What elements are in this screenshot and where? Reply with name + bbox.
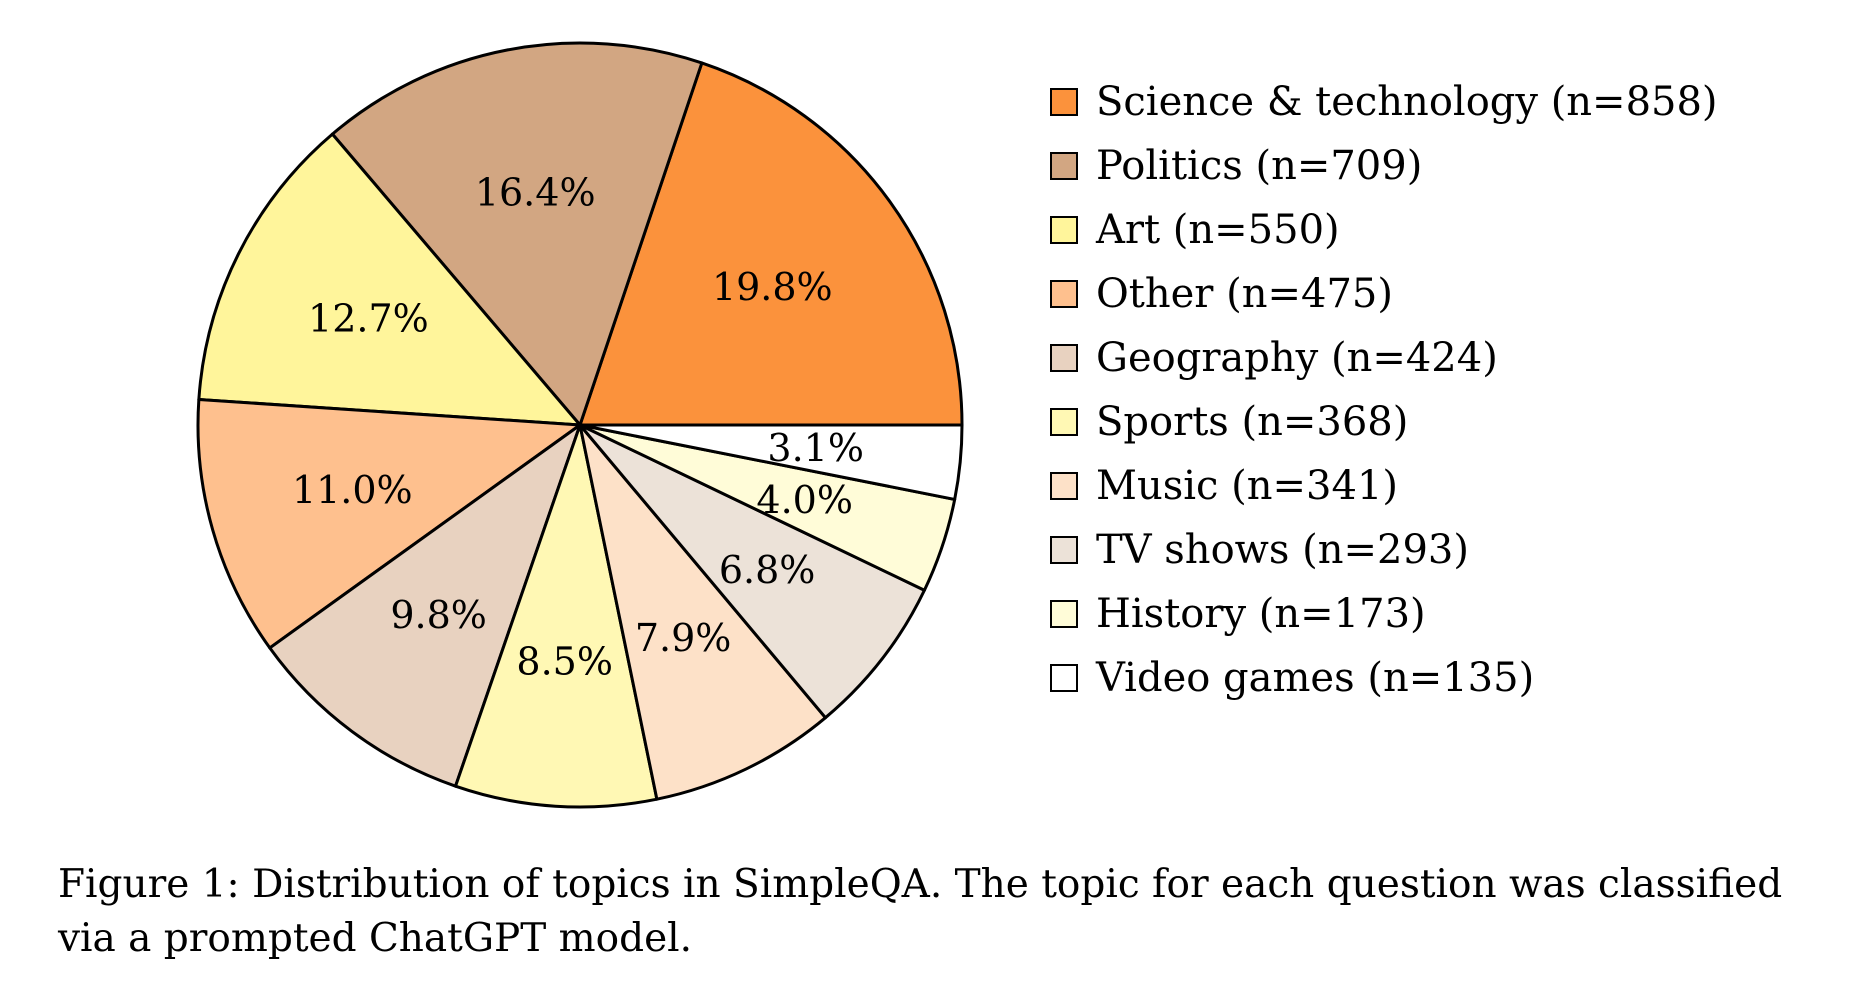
slice-percent-label: 11.0% [292, 468, 413, 512]
legend-label: Art (n=550) [1096, 207, 1340, 253]
pie-slice [578, 423, 926, 720]
legend-label: Other (n=475) [1096, 271, 1393, 317]
legend-swatch [1050, 88, 1078, 116]
legend-item: Politics (n=709) [1050, 134, 1718, 198]
pie-slice [578, 61, 964, 427]
legend-swatch [1050, 280, 1078, 308]
pie-slice [196, 398, 582, 650]
slice-percent-label: 9.8% [390, 593, 487, 637]
legend-item: Science & technology (n=858) [1050, 70, 1718, 134]
pie-slice [197, 132, 582, 427]
legend-label: Geography (n=424) [1096, 335, 1498, 381]
legend-label: Music (n=341) [1096, 463, 1398, 509]
slice-percent-label: 4.0% [756, 478, 853, 522]
slice-percent-label: 8.5% [516, 639, 613, 683]
figure-caption: Figure 1: Distribution of topics in Simp… [58, 862, 1783, 961]
slice-percent-label: 6.8% [719, 548, 816, 592]
legend-swatch [1050, 216, 1078, 244]
legend-item: Music (n=341) [1050, 454, 1718, 518]
legend-label: Politics (n=709) [1096, 143, 1423, 189]
legend-label: Sports (n=368) [1096, 399, 1409, 445]
legend-item: Other (n=475) [1050, 262, 1718, 326]
legend-item: Video games (n=135) [1050, 646, 1718, 710]
legend-swatch [1050, 344, 1078, 372]
legend-item: Art (n=550) [1050, 198, 1718, 262]
pie-slice [330, 41, 704, 427]
pie-slice [578, 423, 827, 801]
legend-label: History (n=173) [1096, 591, 1426, 637]
legend-swatch [1050, 536, 1078, 564]
legend-item: Geography (n=424) [1050, 326, 1718, 390]
pie-slice-labels: 19.8% 16.4% 12.7% 11.0% 9.8% 8.5% 7.9% 6.8% 4.0%… [292, 170, 864, 683]
legend-item: TV shows (n=293) [1050, 518, 1718, 582]
legend-swatch [1050, 472, 1078, 500]
slice-percent-label: 12.7% [308, 297, 429, 341]
legend-item: Sports (n=368) [1050, 390, 1718, 454]
legend-item: History (n=173) [1050, 582, 1718, 646]
legend-label: Science & technology (n=858) [1096, 79, 1718, 125]
legend-swatch [1050, 152, 1078, 180]
legend-swatch [1050, 600, 1078, 628]
legend-label: TV shows (n=293) [1096, 527, 1469, 573]
legend: Science & technology (n=858) Politics (n… [1050, 70, 1718, 710]
slice-percent-label: 3.1% [767, 426, 864, 470]
slice-percent-label: 16.4% [475, 170, 596, 214]
legend-swatch [1050, 408, 1078, 436]
pie-slice [268, 423, 582, 788]
pie-slice [454, 423, 659, 809]
legend-label: Video games (n=135) [1096, 655, 1535, 701]
pie-chart: 19.8% 16.4% 12.7% 11.0% 9.8% 8.5% 7.9% 6.8% 4.0%… [196, 41, 964, 809]
slice-percent-label: 7.9% [635, 616, 732, 660]
legend-swatch [1050, 664, 1078, 692]
pie-slice [578, 423, 964, 501]
slice-percent-label: 19.8% [712, 265, 833, 309]
pie-slices [196, 41, 964, 809]
